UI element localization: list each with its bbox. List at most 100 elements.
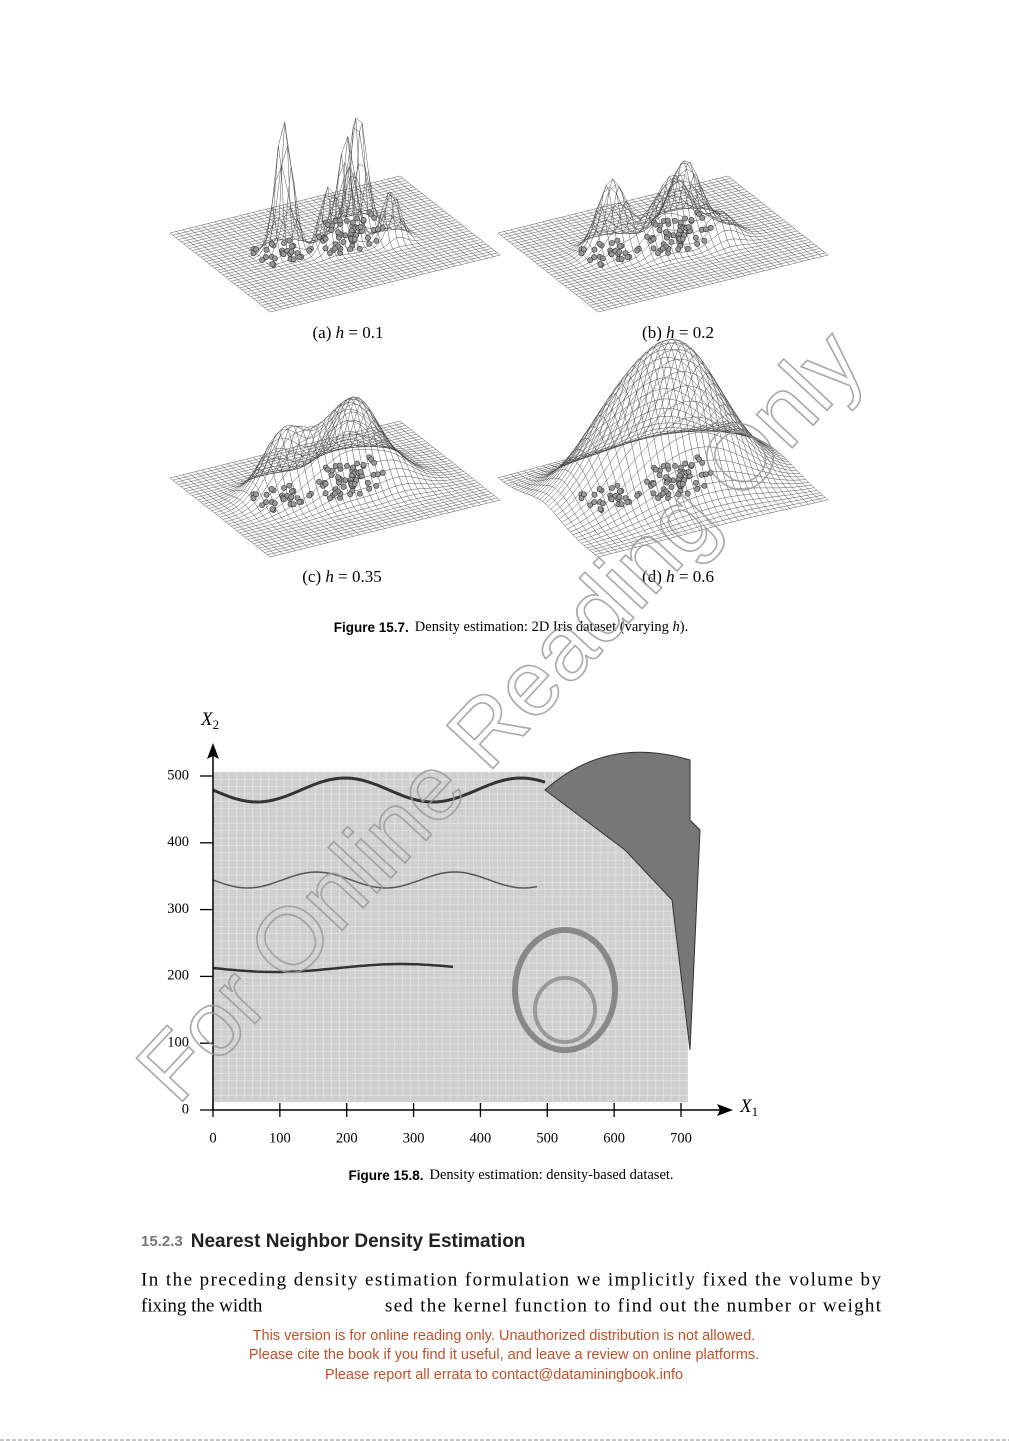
mesh-line <box>172 422 403 481</box>
surface <box>169 117 501 313</box>
ridge <box>212 776 546 804</box>
surface-plots <box>169 117 829 558</box>
ridge <box>212 962 454 974</box>
panel-caption: (b) h = 0.2 <box>642 323 714 342</box>
data-point <box>335 229 341 235</box>
data-point <box>253 491 259 498</box>
mesh-line <box>399 175 501 256</box>
data-point <box>675 491 682 498</box>
data-point <box>322 490 329 497</box>
data-point <box>328 472 335 478</box>
caption-part: (a) <box>313 323 336 342</box>
caption-symbol: h <box>673 619 680 635</box>
data-point <box>644 233 650 240</box>
x-tick-label: 700 <box>670 1130 692 1146</box>
data-point <box>617 243 623 250</box>
data-point <box>668 484 675 490</box>
ridge <box>544 751 701 1051</box>
data-point <box>336 217 343 224</box>
data-point <box>609 485 615 491</box>
data-point <box>371 459 378 466</box>
mesh-line <box>514 188 745 247</box>
caption-part: = 0.2 <box>675 323 714 342</box>
data-point <box>357 469 364 475</box>
data-point <box>699 459 706 466</box>
data-point <box>340 484 347 490</box>
caption-part: = 0.1 <box>344 323 383 342</box>
mesh-line <box>348 433 450 513</box>
mesh-line <box>367 428 469 509</box>
mesh-line <box>387 424 488 504</box>
x-tick-label: 500 <box>536 1130 558 1146</box>
data-point <box>356 245 363 252</box>
data-point <box>371 214 378 221</box>
ridge <box>512 927 618 1053</box>
data-point <box>280 251 287 258</box>
data-point <box>263 499 269 506</box>
mesh-line <box>399 420 501 501</box>
section-title: Nearest Neighbor Density Estimation <box>191 1231 526 1252</box>
data-point <box>280 496 287 503</box>
panel-caption: (a) h = 0.1 <box>313 323 384 342</box>
mesh-line <box>178 427 409 485</box>
mesh-line <box>374 182 475 262</box>
axis-label: X2 <box>200 709 219 732</box>
data-point <box>672 217 678 224</box>
data-point <box>269 506 276 513</box>
data-point <box>679 236 686 242</box>
caption-symbol: h <box>666 567 675 586</box>
mesh-line <box>708 424 809 505</box>
data-point <box>656 227 663 233</box>
mesh-line <box>561 220 792 284</box>
paragraph-line: fixing the width <box>141 1295 263 1316</box>
data-point <box>331 245 338 252</box>
mesh-line <box>186 188 417 247</box>
data-point <box>349 464 356 471</box>
data-point <box>694 240 701 247</box>
data-point <box>263 246 270 253</box>
data-point <box>693 479 699 486</box>
data-point <box>379 469 386 476</box>
mesh-line <box>181 184 412 243</box>
mesh-line <box>186 433 417 492</box>
data-point <box>652 221 659 228</box>
data-point <box>271 255 278 262</box>
data-point <box>288 488 295 495</box>
mesh-line <box>169 175 401 234</box>
data-point <box>288 248 295 255</box>
data-point <box>614 482 621 489</box>
figure-caption: Figure 15.7. Density estimation: 2D Iris … <box>334 619 688 635</box>
data-point <box>364 479 371 486</box>
caption-part: = 0.6 <box>675 567 714 586</box>
axis-label: X1 <box>739 1096 758 1119</box>
data-point <box>268 240 275 247</box>
data-point <box>678 219 684 226</box>
data-point <box>664 217 671 224</box>
data-point <box>253 246 259 253</box>
density-map: 0 100 200 300 400 500 600 7000100200300400500X1… <box>167 709 758 1146</box>
mesh-line <box>708 180 809 260</box>
data-point <box>684 245 691 252</box>
figure-caption: Figure 15.8. Density estimation: density-… <box>348 1167 673 1183</box>
data-point <box>617 488 623 495</box>
mesh-line <box>304 397 405 524</box>
data-point <box>340 239 347 245</box>
data-point <box>328 227 335 233</box>
mesh-line <box>214 121 445 269</box>
data-point <box>259 502 265 508</box>
data-point <box>701 482 708 489</box>
x-tick-label: 200 <box>336 1130 358 1146</box>
mesh-line <box>393 177 494 257</box>
y-tick-label: 500 <box>167 767 189 783</box>
caption-text: Density estimation: 2D Iris dataset (var… <box>415 619 673 635</box>
data-point <box>591 499 597 506</box>
data-point <box>366 240 373 247</box>
data-point <box>373 237 380 244</box>
data-point <box>675 246 682 253</box>
data-point <box>608 496 615 503</box>
mesh-line <box>178 182 409 240</box>
y-tick-label: 400 <box>167 834 189 850</box>
data-point <box>268 485 275 492</box>
mesh-line <box>387 179 488 259</box>
mesh-line <box>233 145 335 297</box>
